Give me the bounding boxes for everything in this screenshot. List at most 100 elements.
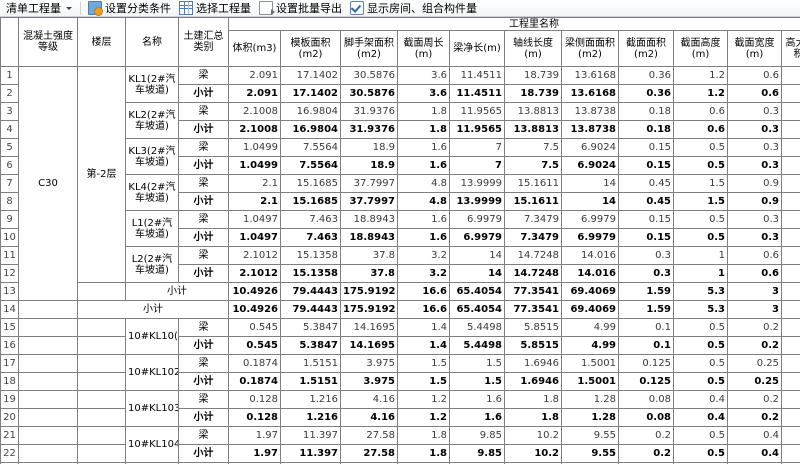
- row-number[interactable]: 21: [0, 426, 19, 445]
- cell-section-height[interactable]: 5.3: [673, 282, 728, 301]
- header-scaffold-area[interactable]: 脚手架面积(m2): [340, 30, 398, 67]
- row-number[interactable]: 9: [0, 210, 19, 229]
- cell-volume[interactable]: 1.0497: [228, 210, 281, 229]
- cell-beam-net-length[interactable]: 1.5: [449, 354, 505, 373]
- cell-axis-length[interactable]: 7.5: [504, 156, 562, 175]
- cell-beam-side-area[interactable]: 13.6168: [561, 66, 619, 85]
- cell-section-area[interactable]: 0.45: [618, 192, 674, 211]
- cell-formwork-area[interactable]: 79.4443: [280, 282, 341, 301]
- cell-high-formwork-volume[interactable]: 0: [781, 192, 800, 211]
- cell-section-area[interactable]: 0.3: [618, 264, 674, 283]
- table-row[interactable]: 8 小计 2.1 15.1685 37.7997 4.8 13.9999 15.1611 14 0…: [0, 192, 800, 211]
- cell-formwork-area[interactable]: 15.1358: [280, 264, 341, 283]
- table-row[interactable]: 14 小计 10.4926 79.4443 175.9192 16.6 65.4054 77.…: [0, 300, 800, 319]
- cell-section-area[interactable]: 0.2: [618, 426, 674, 445]
- select-quantity-button[interactable]: 选择工程量: [175, 1, 255, 16]
- cell-scaffold-area[interactable]: 37.7997: [340, 174, 398, 193]
- cell-volume[interactable]: 1.0499: [228, 156, 281, 175]
- cell-section-perimeter[interactable]: 1.8: [397, 444, 450, 463]
- cell-section-perimeter[interactable]: 1.5: [397, 354, 450, 373]
- cell-formwork-area[interactable]: 7.463: [280, 210, 341, 229]
- cell-section-height[interactable]: 0.5: [673, 354, 728, 373]
- table-row[interactable]: 9 L1(2#汽车坡道) 梁 1.0497 7.463 18.8943 1.6 6.9979 7…: [0, 210, 800, 247]
- show-rooms-checkbox[interactable]: 显示房间、组合构件量: [346, 1, 481, 16]
- cell-scaffold-area[interactable]: 18.9: [340, 156, 398, 175]
- cell-scaffold-area[interactable]: 31.9376: [340, 102, 398, 121]
- cell-category[interactable]: 梁: [178, 318, 229, 337]
- cell-section-width[interactable]: 0.6: [727, 264, 782, 283]
- table-row[interactable]: 7 KL4(2#汽车坡道) 梁 2.1 15.1685 37.7997 4.8 13.9999…: [0, 174, 800, 211]
- cell-section-height[interactable]: 1.5: [673, 174, 728, 193]
- cell-scaffold-area[interactable]: 37.8: [340, 246, 398, 265]
- cell-beam-side-area[interactable]: 13.8738: [561, 120, 619, 139]
- cell-section-area[interactable]: 0.125: [618, 354, 674, 373]
- cell-concrete-grade[interactable]: [18, 426, 78, 445]
- cell-section-perimeter[interactable]: 3.6: [397, 66, 450, 85]
- cell-high-formwork-volume[interactable]: 0: [781, 390, 800, 409]
- cell-beam-net-length[interactable]: 5.4498: [449, 318, 505, 337]
- cell-floor[interactable]: [77, 390, 126, 409]
- row-number[interactable]: 11: [0, 246, 19, 265]
- cell-concrete-grade[interactable]: [18, 336, 78, 355]
- cell-volume[interactable]: 0.545: [228, 318, 281, 337]
- cell-formwork-area[interactable]: 1.216: [280, 408, 341, 427]
- cell-scaffold-area[interactable]: 3.975: [340, 372, 398, 391]
- cell-section-width[interactable]: 0.9: [727, 192, 782, 211]
- row-number[interactable]: 8: [0, 192, 19, 211]
- cell-section-height[interactable]: 0.5: [673, 426, 728, 445]
- cell-scaffold-area[interactable]: 18.9: [340, 138, 398, 157]
- cell-category-subtotal[interactable]: 小计: [178, 228, 229, 247]
- cell-category-subtotal[interactable]: 小计: [178, 444, 229, 463]
- cell-section-width[interactable]: 0.2: [727, 336, 782, 355]
- cell-section-height[interactable]: 0.4: [673, 390, 728, 409]
- cell-axis-length[interactable]: 14.7248: [504, 264, 562, 283]
- cell-section-perimeter[interactable]: 16.6: [397, 300, 450, 319]
- cell-category[interactable]: 梁: [178, 246, 229, 265]
- checkbox-checked-icon[interactable]: [350, 1, 364, 15]
- cell-axis-length[interactable]: 5.8515: [504, 336, 562, 355]
- cell-section-width[interactable]: 0.3: [727, 228, 782, 247]
- table-row[interactable]: 16 小计 0.545 5.3847 14.1695 1.4 5.4498 5.8515 4.9…: [0, 336, 800, 355]
- header-beam-side-area[interactable]: 梁侧面面积(m2): [561, 30, 619, 67]
- cell-concrete-grade[interactable]: [18, 372, 78, 391]
- header-beam-net-length[interactable]: 梁净长(m): [449, 30, 505, 67]
- cell-high-formwork-volume[interactable]: 0: [781, 66, 800, 85]
- cell-beam-side-area[interactable]: 1.28: [561, 390, 619, 409]
- cell-section-area[interactable]: 0.08: [618, 390, 674, 409]
- cell-section-perimeter[interactable]: 1.8: [397, 120, 450, 139]
- cell-category-subtotal[interactable]: 小计: [178, 156, 229, 175]
- cell-floor[interactable]: 第-2层: [77, 66, 126, 283]
- cell-section-perimeter[interactable]: 1.5: [397, 372, 450, 391]
- cell-axis-length[interactable]: 77.3541: [504, 300, 562, 319]
- cell-concrete-grade[interactable]: [18, 318, 78, 337]
- cell-section-height[interactable]: 0.5: [673, 228, 728, 247]
- cell-beam-net-length[interactable]: 1.6: [449, 390, 505, 409]
- cell-axis-length[interactable]: 10.2: [504, 426, 562, 445]
- cell-axis-length[interactable]: 1.6946: [504, 372, 562, 391]
- header-concrete-grade[interactable]: 混凝土强度等级: [18, 17, 78, 67]
- cell-beam-side-area[interactable]: 6.9024: [561, 156, 619, 175]
- cell-section-perimeter[interactable]: 1.4: [397, 336, 450, 355]
- header-section-width[interactable]: 截面宽度(m): [727, 30, 782, 67]
- cell-section-area[interactable]: 0.2: [618, 444, 674, 463]
- table-row[interactable]: 2310#KL107(1)梁0.31321.61056.28691.62.372…: [0, 462, 800, 464]
- cell-scaffold-area[interactable]: 27.58: [340, 426, 398, 445]
- cell-section-width[interactable]: 0.2: [727, 408, 782, 427]
- cell-high-formwork-volume[interactable]: 0: [781, 372, 800, 391]
- cell-section-width[interactable]: 0.3: [727, 102, 782, 121]
- row-number[interactable]: 1: [0, 66, 19, 85]
- cell-high-formwork-volume[interactable]: 0: [781, 246, 800, 265]
- table-row[interactable]: 4 小计 2.1008 16.9804 31.9376 1.8 11.9565 13.8813…: [0, 120, 800, 139]
- cell-high-formwork-volume[interactable]: 0: [781, 228, 800, 247]
- cell-volume[interactable]: 2.1012: [228, 246, 281, 265]
- header-formwork-area[interactable]: 模板面积(m2): [280, 30, 341, 67]
- cell-section-perimeter[interactable]: 3.2: [397, 264, 450, 283]
- cell-volume[interactable]: 2.1012: [228, 264, 281, 283]
- cell-component-name[interactable]: KL2(2#汽车坡道): [125, 102, 179, 139]
- cell-concrete-grade[interactable]: [18, 300, 78, 319]
- cell-floor[interactable]: [77, 408, 126, 427]
- cell-volume[interactable]: 2.1008: [228, 102, 281, 121]
- cell-high-formwork-volume[interactable]: 0: [781, 282, 800, 301]
- header-floor[interactable]: 楼层: [77, 17, 126, 67]
- cell-section-area[interactable]: 0.45: [618, 174, 674, 193]
